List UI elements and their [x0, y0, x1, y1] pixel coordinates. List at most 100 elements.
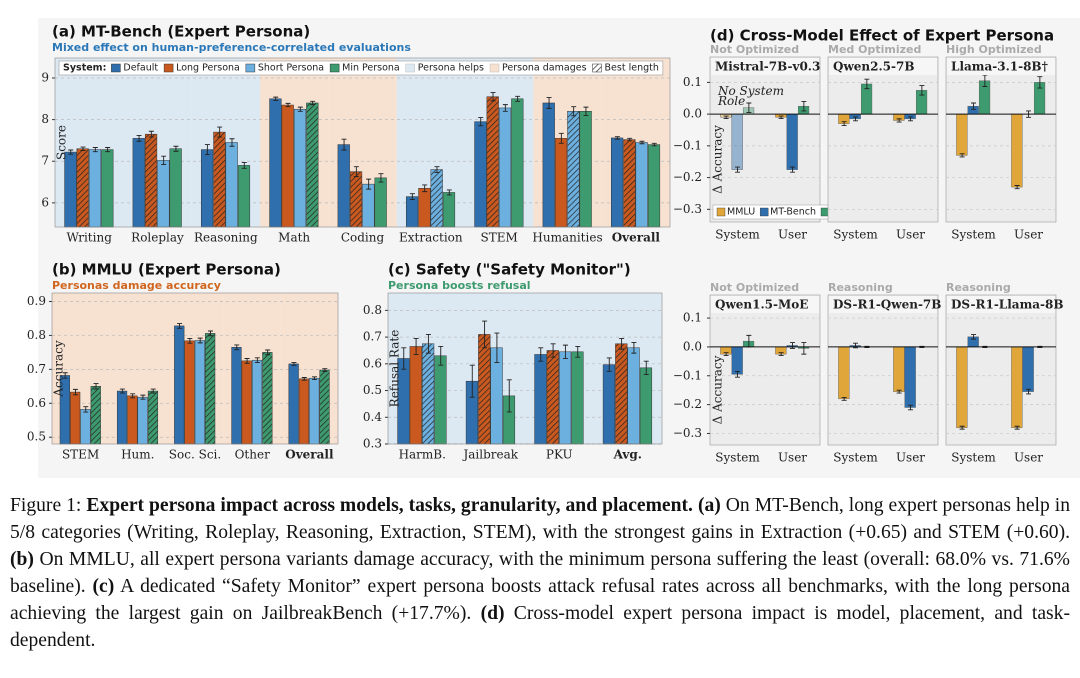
- error-bar: [506, 379, 512, 413]
- legend-label: Default: [123, 63, 158, 74]
- caption-segment: (b): [10, 549, 34, 570]
- panel-title: (d) Cross-Model Effect of Expert Persona: [710, 27, 1054, 45]
- error-bar: [434, 166, 440, 173]
- legend-box: [58, 60, 664, 76]
- error-bar: [310, 100, 316, 106]
- panel-group: Not Optimized: [710, 43, 799, 56]
- error-bar: [83, 406, 89, 413]
- error-bar: [896, 389, 902, 394]
- bar: [610, 137, 624, 228]
- error-bar: [735, 166, 740, 173]
- model-label-box: [711, 296, 819, 313]
- bar: [225, 142, 238, 228]
- y-tick-label: 0.0: [683, 339, 702, 353]
- error-bar: [353, 166, 359, 178]
- panel-title: (a) MT-Bench (Expert Persona): [52, 23, 310, 41]
- y-tick-label: 0.8: [27, 328, 46, 342]
- bar: [571, 351, 584, 445]
- error-bar: [204, 144, 210, 156]
- bar: [288, 363, 299, 445]
- legend-label: MMLU: [727, 207, 755, 218]
- x-tick-label: Humanities: [532, 231, 602, 245]
- panel-group: Med Optimized: [828, 43, 921, 56]
- legend: System: Default Long Persona Short Persona M…: [58, 60, 664, 76]
- y-tick-label: −0.1: [673, 138, 702, 152]
- bar: [174, 325, 185, 445]
- error-bar: [265, 349, 271, 356]
- caption-segment: (d): [480, 603, 505, 624]
- y-tick-label: 0.7: [27, 362, 46, 376]
- error-bar: [72, 388, 78, 396]
- bar: [362, 183, 375, 228]
- bar: [116, 390, 128, 445]
- error-bar: [778, 115, 784, 120]
- x-tick-label: Avg.: [613, 448, 642, 462]
- error-bar: [401, 347, 407, 370]
- error-bar: [790, 166, 795, 173]
- error-bar: [864, 78, 870, 90]
- legend-swatch: [759, 207, 769, 217]
- error-bar: [197, 337, 203, 344]
- bar: [554, 138, 568, 228]
- bar: [474, 121, 487, 228]
- error-bar: [982, 74, 988, 87]
- bar: [144, 133, 158, 228]
- bar: [623, 139, 636, 228]
- error-bar: [562, 344, 568, 359]
- bar: [534, 354, 547, 445]
- x-tick-label: Overall: [612, 231, 661, 245]
- bar: [546, 350, 559, 445]
- panel-background: [709, 56, 821, 223]
- bar: [647, 144, 661, 228]
- bar: [213, 131, 226, 228]
- x-tick-label: System: [833, 451, 878, 465]
- error-bar: [639, 140, 645, 145]
- bar: [409, 346, 422, 445]
- error-bar: [478, 117, 484, 127]
- model-label: DS-R1-Llama-8B: [951, 298, 1064, 312]
- error-bar: [746, 102, 752, 113]
- error-bar: [1037, 76, 1043, 89]
- legend-title: System:: [63, 63, 106, 74]
- bar: [405, 196, 419, 228]
- error-bar: [959, 153, 965, 158]
- error-bar: [853, 116, 858, 122]
- legend-swatch: [163, 63, 174, 73]
- bar: [498, 107, 512, 228]
- x-tick-label: User: [1014, 451, 1043, 465]
- bar: [64, 151, 77, 228]
- error-bar: [413, 337, 419, 355]
- bar: [418, 188, 431, 228]
- x-tick-label: STEM: [481, 231, 518, 245]
- error-bar: [575, 346, 581, 358]
- bar: [200, 149, 214, 228]
- bar: [511, 98, 524, 228]
- error-bar: [409, 193, 415, 200]
- error-bar: [119, 388, 125, 394]
- error-bar: [546, 97, 552, 109]
- error-bar: [140, 394, 146, 400]
- y-tick-label: 8: [41, 112, 49, 126]
- x-tick-label: STEM: [62, 448, 99, 462]
- error-bar: [550, 343, 556, 358]
- panel-subtitle: Mixed effect on human-preference-correla…: [52, 41, 411, 54]
- x-tick-label: Roleplay: [131, 231, 184, 245]
- bar: [486, 96, 499, 228]
- panel-title: (c) Safety ("Safety Monitor"): [388, 261, 631, 279]
- y-axis-label: Δ Accuracy: [711, 125, 725, 194]
- error-bar: [229, 138, 235, 147]
- error-bar: [469, 364, 475, 398]
- y-tick-label: 6: [41, 195, 49, 209]
- model-label-box: [829, 58, 937, 75]
- error-bar: [161, 155, 167, 166]
- bar: [70, 391, 81, 445]
- error-bar: [571, 106, 577, 117]
- y-tick-label: 0.1: [683, 311, 702, 325]
- legend-swatch: [592, 63, 602, 73]
- legend-swatch: [489, 63, 500, 73]
- bar: [309, 377, 320, 445]
- bar: [1011, 113, 1023, 188]
- bar: [157, 160, 170, 228]
- error-bar: [643, 360, 649, 375]
- bar: [579, 111, 592, 228]
